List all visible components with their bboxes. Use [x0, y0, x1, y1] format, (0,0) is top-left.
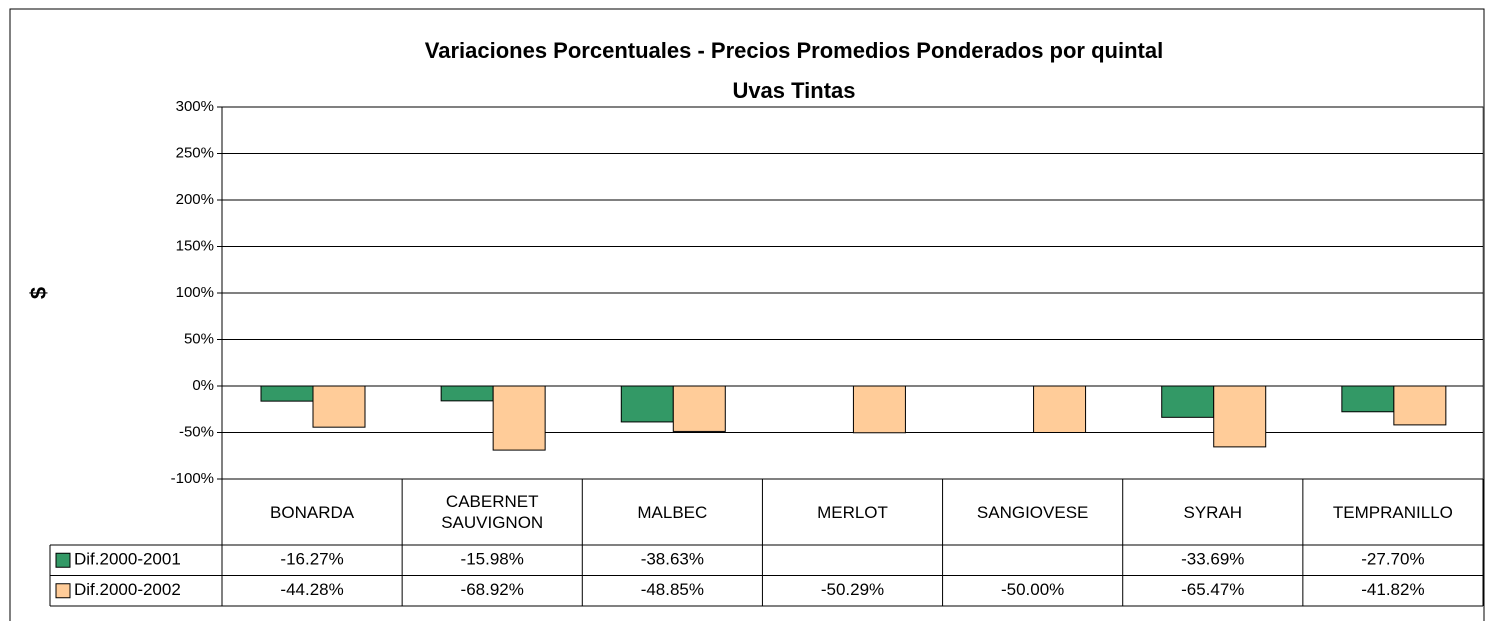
- bar: [620, 385, 674, 423]
- y-tick-label: -100%: [171, 470, 214, 487]
- y-tick-label: 200%: [176, 191, 214, 208]
- bar: [1393, 385, 1447, 426]
- data-table-value: -27.70%: [1361, 550, 1424, 569]
- y-axis-label: $: [26, 287, 51, 299]
- data-table-value: -48.85%: [641, 580, 704, 599]
- data-table-value: -16.27%: [280, 550, 343, 569]
- y-tick-label: 50%: [184, 330, 214, 347]
- legend-swatch: [55, 583, 71, 599]
- y-tick-label: 250%: [176, 144, 214, 161]
- data-table-value: -15.98%: [461, 550, 524, 569]
- data-table-value: -50.29%: [821, 580, 884, 599]
- category-cell: CABERNET SAUVIGNON: [441, 492, 544, 532]
- bar: [440, 385, 494, 402]
- bar: [1213, 385, 1267, 448]
- x-tick-label: CABERNET SAUVIGNON: [441, 492, 544, 532]
- category-cell: SANGIOVESE: [976, 502, 1089, 522]
- y-tick-label: -50%: [179, 423, 214, 440]
- bar: [260, 385, 314, 402]
- data-table-value: -33.69%: [1181, 550, 1244, 569]
- data-table-value: -41.82%: [1361, 580, 1424, 599]
- x-tick-label: SANGIOVESE: [976, 502, 1089, 522]
- y-tick-label: 0%: [192, 377, 214, 394]
- category-cell: MALBEC: [637, 502, 708, 522]
- x-tick-label: MALBEC: [637, 502, 708, 522]
- y-tick-label: 150%: [176, 237, 214, 254]
- x-tick-label: TEMPRANILLO: [1332, 502, 1453, 522]
- bar: [852, 385, 906, 434]
- category-cell: SYRAH: [1183, 502, 1243, 522]
- legend-label: Dif.2000-2002: [74, 580, 181, 599]
- legend-label: Dif.2000-2001: [74, 550, 181, 569]
- chart-border: [9, 8, 1485, 621]
- data-table-value: -50.00%: [1001, 580, 1064, 599]
- y-tick-label: 100%: [176, 284, 214, 301]
- category-cell: MERLOT: [817, 502, 888, 522]
- category-cell: TEMPRANILLO: [1332, 502, 1453, 522]
- bar: [1161, 385, 1215, 418]
- bar: [1341, 385, 1395, 413]
- data-table-value: -44.28%: [280, 580, 343, 599]
- bar: [312, 385, 366, 428]
- legend-swatch: [55, 552, 71, 568]
- data-table-value: -65.47%: [1181, 580, 1244, 599]
- bar: [672, 385, 726, 432]
- data-table-value: -38.63%: [641, 550, 704, 569]
- y-tick-label: 300%: [176, 98, 214, 115]
- chart-subtitle: Uvas Tintas: [732, 78, 855, 103]
- category-cell: BONARDA: [270, 502, 355, 522]
- x-tick-label: SYRAH: [1183, 502, 1243, 522]
- x-tick-label: MERLOT: [817, 502, 888, 522]
- bar: [492, 385, 546, 451]
- bar: [1033, 385, 1087, 433]
- x-tick-label: BONARDA: [270, 502, 355, 522]
- data-table-value: -68.92%: [461, 580, 524, 599]
- chart-title: Variaciones Porcentuales - Precios Prome…: [425, 38, 1163, 63]
